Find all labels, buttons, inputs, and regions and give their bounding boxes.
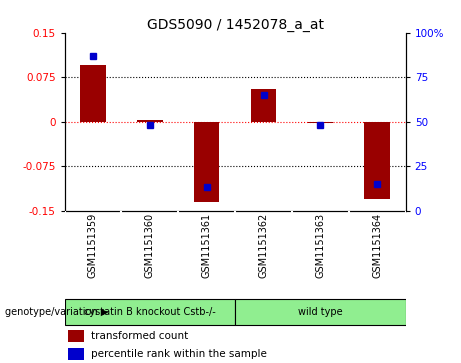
FancyBboxPatch shape xyxy=(65,299,235,325)
Text: GSM1151364: GSM1151364 xyxy=(372,213,382,278)
Bar xyxy=(251,89,276,122)
Bar xyxy=(307,122,333,123)
Text: GSM1151362: GSM1151362 xyxy=(259,213,269,278)
Text: GSM1151359: GSM1151359 xyxy=(88,213,98,278)
Bar xyxy=(365,122,390,199)
Text: cystatin B knockout Cstb-/-: cystatin B knockout Cstb-/- xyxy=(84,307,216,317)
Title: GDS5090 / 1452078_a_at: GDS5090 / 1452078_a_at xyxy=(147,18,324,32)
Text: wild type: wild type xyxy=(298,307,343,317)
Text: transformed count: transformed count xyxy=(91,331,189,341)
Text: percentile rank within the sample: percentile rank within the sample xyxy=(91,349,267,359)
Bar xyxy=(68,330,84,342)
FancyBboxPatch shape xyxy=(235,299,406,325)
Bar xyxy=(194,122,219,202)
Text: GSM1151361: GSM1151361 xyxy=(201,213,212,278)
Bar xyxy=(68,348,84,360)
Text: genotype/variation ▶: genotype/variation ▶ xyxy=(5,307,108,317)
Bar xyxy=(137,121,163,122)
Text: GSM1151363: GSM1151363 xyxy=(315,213,325,278)
Bar xyxy=(80,65,106,122)
Text: GSM1151360: GSM1151360 xyxy=(145,213,155,278)
